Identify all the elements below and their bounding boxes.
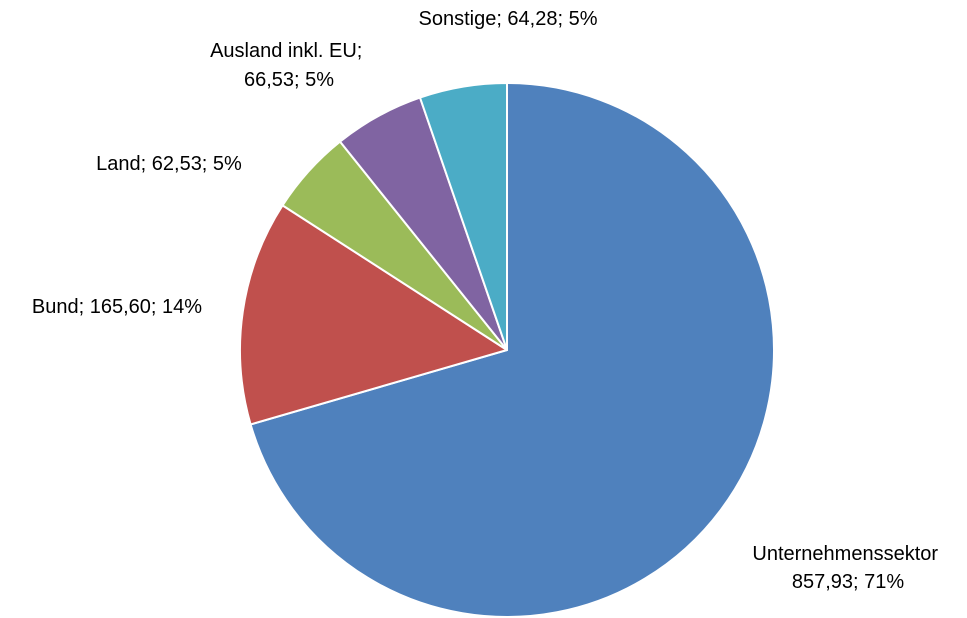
data-label-ausland: Ausland inkl. EU; 66,53; 5%: [210, 40, 368, 91]
pie-slice-sonstige: [419, 82, 508, 351]
data-label-land: Land; 62,53; 5%: [96, 153, 242, 175]
data-label-unternehmenssektor: Unternehmenssektor 857,93; 71%: [752, 543, 943, 593]
data-label-land-line-1: Land; 62,53; 5%: [96, 153, 242, 175]
pie-slice-unternehmenssektor: [249, 82, 775, 618]
data-label-bund: Bund; 165,60; 14%: [32, 296, 202, 318]
pie-slices: [239, 82, 775, 618]
pie-data-labels: Unternehmenssektor 857,93; 71% Bund; 165…: [32, 8, 943, 593]
data-label-ausland-line-1: Ausland inkl. EU;: [210, 40, 362, 62]
data-label-bund-line-1: Bund; 165,60; 14%: [32, 296, 202, 318]
data-label-unternehmenssektor-line-1: Unternehmenssektor: [752, 543, 938, 565]
data-label-unternehmenssektor-line-2: 857,93; 71%: [792, 571, 905, 593]
pie-slice-bund: [239, 204, 508, 426]
data-label-ausland-line-2: 66,53; 5%: [244, 69, 334, 91]
data-label-sonstige: Sonstige; 64,28; 5%: [418, 8, 597, 30]
data-label-sonstige-line-1: Sonstige; 64,28; 5%: [418, 8, 597, 30]
